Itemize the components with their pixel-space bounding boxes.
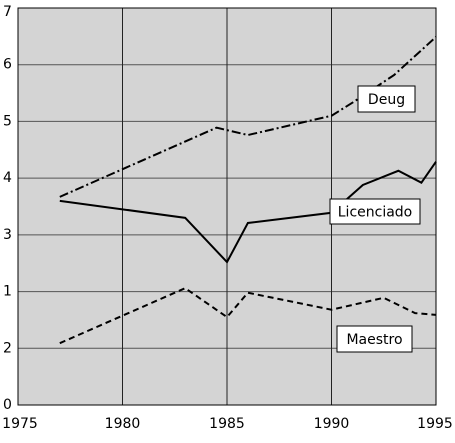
y-tick-label: 4 — [3, 170, 12, 186]
x-tick-label: 1980 — [105, 416, 141, 432]
x-tick-label: 1995 — [417, 416, 453, 432]
series-label: Licenciado — [338, 205, 413, 221]
series-line — [59, 36, 437, 198]
series-label-box — [336, 325, 413, 353]
y-tick-label: 7 — [3, 4, 12, 20]
y-tick-label: 2 — [3, 340, 12, 356]
x-tick-label: 1975 — [2, 416, 38, 432]
plot-frame — [17, 7, 437, 406]
series-label-box — [329, 198, 421, 225]
series-label: Maestro — [346, 332, 402, 348]
y-tick-label: 1 — [3, 284, 12, 300]
series-label-box — [357, 85, 416, 113]
x-tick-label: 1990 — [314, 416, 350, 432]
y-tick-label: 5 — [3, 113, 12, 129]
y-tick-label: 6 — [3, 57, 12, 73]
series-label: Deug — [368, 92, 405, 108]
series-line — [59, 287, 437, 345]
y-tick-label: 0 — [3, 397, 12, 413]
x-tick-label: 1985 — [209, 416, 245, 432]
y-tick-label: 3 — [3, 227, 12, 243]
